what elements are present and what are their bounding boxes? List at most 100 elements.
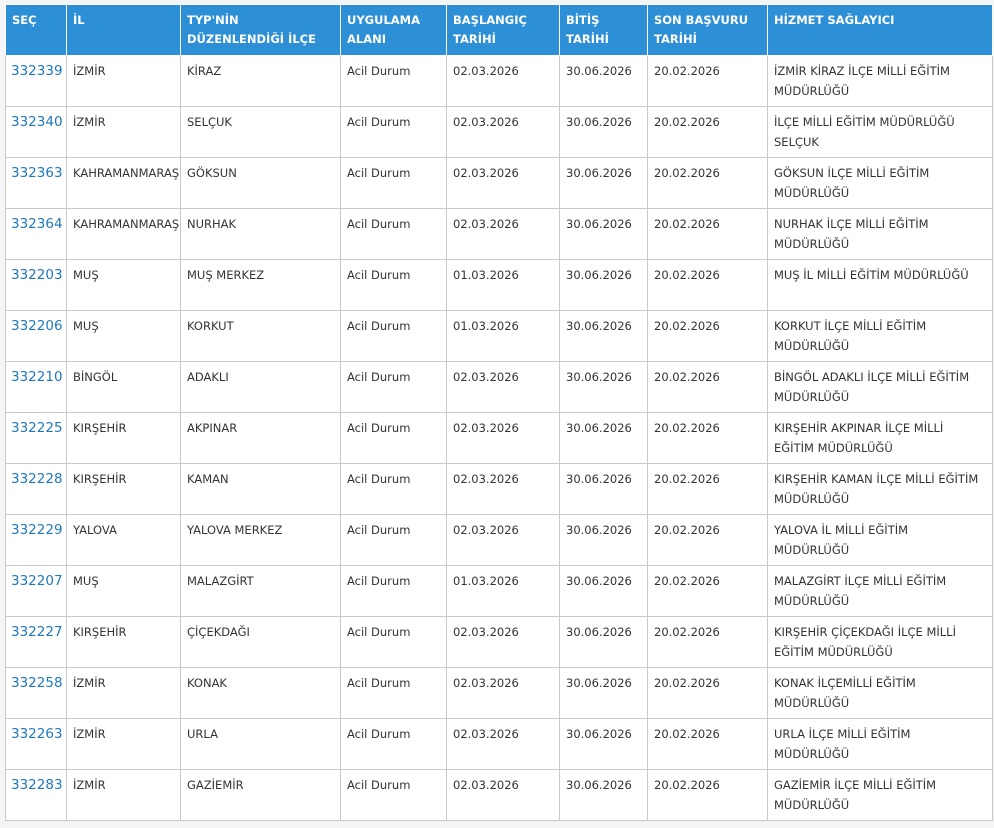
- table-cell: 30.06.2026: [559, 667, 648, 719]
- record-link[interactable]: 332263: [5, 718, 67, 770]
- table-cell: İZMİR: [66, 718, 181, 770]
- column-header: SEÇ: [5, 4, 67, 56]
- record-link[interactable]: 332207: [5, 565, 67, 617]
- record-link[interactable]: 332339: [5, 55, 67, 107]
- table-cell: KORKUT İLÇE MİLLİ EĞİTİM MÜDÜRLÜĞÜ: [767, 310, 993, 362]
- table-cell: 02.03.2026: [446, 769, 560, 821]
- column-header: SON BAŞVURU TARİHİ: [647, 4, 768, 56]
- table-cell: 30.06.2026: [559, 157, 648, 209]
- table-cell: GAZİEMİR: [180, 769, 341, 821]
- table-cell: 20.02.2026: [647, 616, 768, 668]
- table-cell: Acil Durum: [340, 208, 447, 260]
- table-row: 332364 KAHRAMANMARAŞ NURHAK Acil Durum 02.03…: [5, 208, 993, 260]
- table-cell: 20.02.2026: [647, 361, 768, 413]
- record-link[interactable]: 332340: [5, 106, 67, 158]
- record-link[interactable]: 332210: [5, 361, 67, 413]
- table-cell: 20.02.2026: [647, 565, 768, 617]
- table-cell: Acil Durum: [340, 769, 447, 821]
- table-cell: 20.02.2026: [647, 718, 768, 770]
- table-cell: GÖKSUN: [180, 157, 341, 209]
- table-cell: 01.03.2026: [446, 310, 560, 362]
- record-link[interactable]: 332227: [5, 616, 67, 668]
- table-cell: NURHAK İLÇE MİLLİ EĞİTİM MÜDÜRLÜĞÜ: [767, 208, 993, 260]
- table-cell: 20.02.2026: [647, 514, 768, 566]
- table-cell: 02.03.2026: [446, 718, 560, 770]
- column-header: UYGULAMA ALANI: [340, 4, 447, 56]
- table-cell: 01.03.2026: [446, 259, 560, 311]
- table-cell: Acil Durum: [340, 667, 447, 719]
- table-cell: KIRŞEHİR: [66, 412, 181, 464]
- table-cell: MALAZGİRT: [180, 565, 341, 617]
- table-cell: 20.02.2026: [647, 208, 768, 260]
- table-cell: 20.02.2026: [647, 310, 768, 362]
- table-cell: KAMAN: [180, 463, 341, 515]
- column-header: BAŞLANGIÇ TARİHİ: [446, 4, 560, 56]
- table-cell: SELÇUK: [180, 106, 341, 158]
- table-cell: İZMİR: [66, 55, 181, 107]
- record-link[interactable]: 332258: [5, 667, 67, 719]
- table-cell: Acil Durum: [340, 259, 447, 311]
- table-cell: KONAK: [180, 667, 341, 719]
- table-cell: BİNGÖL ADAKLI İLÇE MİLLİ EĞİTİM MÜDÜRLÜĞ…: [767, 361, 993, 413]
- table-cell: KAHRAMANMARAŞ: [66, 208, 181, 260]
- table-row: 332283 İZMİR GAZİEMİR Acil Durum 02.03.2026 3…: [5, 769, 993, 821]
- table-row: 332229 YALOVA YALOVA MERKEZ Acil Durum 02.03…: [5, 514, 993, 566]
- table-cell: İLÇE MİLLİ EĞİTİM MÜDÜRLÜĞÜ SELÇUK: [767, 106, 993, 158]
- table-cell: 30.06.2026: [559, 616, 648, 668]
- table-row: 332263 İZMİR URLA Acil Durum 02.03.2026 30.06…: [5, 718, 993, 770]
- table-cell: YALOVA: [66, 514, 181, 566]
- table-cell: YALOVA İL MİLLİ EĞİTİM MÜDÜRLÜĞÜ: [767, 514, 993, 566]
- column-header: HİZMET SAĞLAYICI: [767, 4, 993, 56]
- table-cell: KAHRAMANMARAŞ: [66, 157, 181, 209]
- record-link[interactable]: 332363: [5, 157, 67, 209]
- column-header: TYP'NİN DÜZENLENDİĞİ İLÇE: [180, 4, 341, 56]
- table-cell: KIRŞEHİR: [66, 616, 181, 668]
- table-body: 332339 İZMİR KİRAZ Acil Durum 02.03.2026 30.0…: [5, 55, 993, 821]
- record-link[interactable]: 332203: [5, 259, 67, 311]
- table-cell: Acil Durum: [340, 361, 447, 413]
- table-cell: GÖKSUN İLÇE MİLLİ EĞİTİM MÜDÜRLÜĞÜ: [767, 157, 993, 209]
- table-cell: KONAK İLÇEMİLLİ EĞİTİM MÜDÜRLÜĞÜ: [767, 667, 993, 719]
- record-link[interactable]: 332225: [5, 412, 67, 464]
- table-cell: Acil Durum: [340, 718, 447, 770]
- record-link[interactable]: 332364: [5, 208, 67, 260]
- table-row: 332203 MUŞ MUŞ MERKEZ Acil Durum 01.03.2026 3…: [5, 259, 993, 311]
- table-cell: MUŞ İL MİLLİ EĞİTİM MÜDÜRLÜĞÜ: [767, 259, 993, 311]
- table-cell: KIRŞEHİR AKPINAR İLÇE MİLLİ EĞİTİM MÜDÜR…: [767, 412, 993, 464]
- table-cell: 30.06.2026: [559, 718, 648, 770]
- table-cell: 20.02.2026: [647, 157, 768, 209]
- table-cell: 01.03.2026: [446, 565, 560, 617]
- table-cell: 30.06.2026: [559, 565, 648, 617]
- table-cell: İZMİR: [66, 106, 181, 158]
- table-cell: 02.03.2026: [446, 667, 560, 719]
- table-cell: 30.06.2026: [559, 310, 648, 362]
- table-cell: 02.03.2026: [446, 514, 560, 566]
- record-link[interactable]: 332206: [5, 310, 67, 362]
- table-cell: 02.03.2026: [446, 463, 560, 515]
- table-cell: 20.02.2026: [647, 412, 768, 464]
- table-cell: 30.06.2026: [559, 769, 648, 821]
- table-cell: Acil Durum: [340, 55, 447, 107]
- table-cell: KIRŞEHİR KAMAN İLÇE MİLLİ EĞİTİM MÜDÜRLÜ…: [767, 463, 993, 515]
- table-cell: MUŞ: [66, 310, 181, 362]
- table-cell: 20.02.2026: [647, 667, 768, 719]
- table-cell: ADAKLI: [180, 361, 341, 413]
- table-cell: 30.06.2026: [559, 259, 648, 311]
- table-cell: 02.03.2026: [446, 55, 560, 107]
- table-cell: KİRAZ: [180, 55, 341, 107]
- table-row: 332206 MUŞ KORKUT Acil Durum 01.03.2026 30.06…: [5, 310, 993, 362]
- record-link[interactable]: 332228: [5, 463, 67, 515]
- record-link[interactable]: 332229: [5, 514, 67, 566]
- table-cell: 02.03.2026: [446, 208, 560, 260]
- table-cell: 30.06.2026: [559, 208, 648, 260]
- table-cell: 30.06.2026: [559, 412, 648, 464]
- table-cell: 30.06.2026: [559, 106, 648, 158]
- table-cell: 02.03.2026: [446, 106, 560, 158]
- table-cell: MUŞ MERKEZ: [180, 259, 341, 311]
- table-cell: Acil Durum: [340, 412, 447, 464]
- table-cell: YALOVA MERKEZ: [180, 514, 341, 566]
- record-link[interactable]: 332283: [5, 769, 67, 821]
- table-row: 332207 MUŞ MALAZGİRT Acil Durum 01.03.2026 30…: [5, 565, 993, 617]
- column-header: İL: [66, 4, 181, 56]
